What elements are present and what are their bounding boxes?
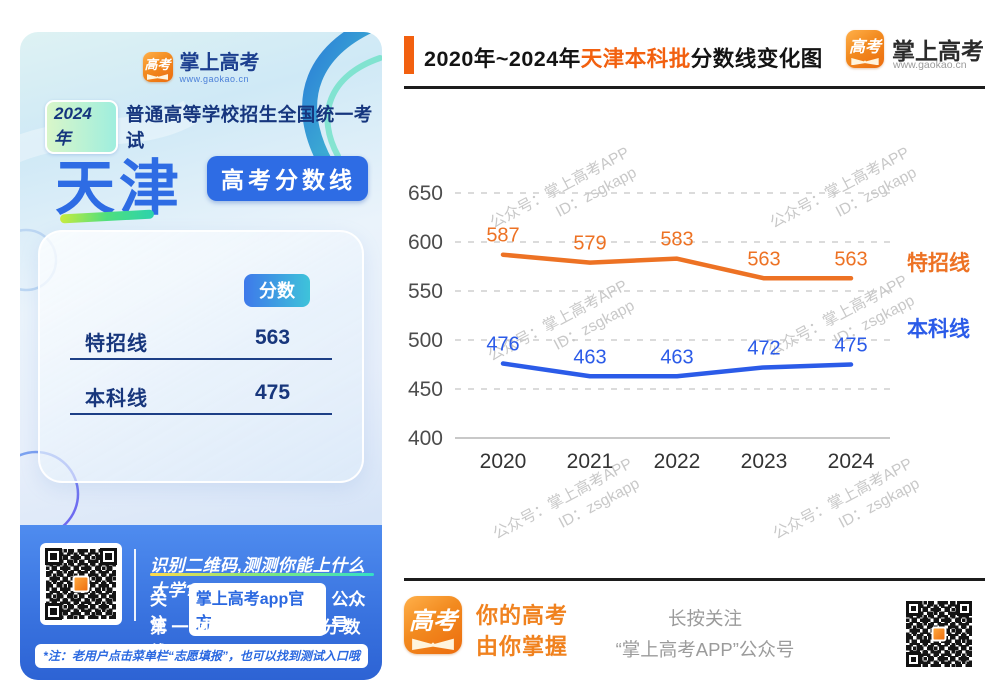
data-label: 463	[660, 346, 693, 368]
gaokao-icon-glyph: 高考	[409, 605, 457, 635]
footer-follow-line: 关注 掌上高考app官方 公众号	[150, 583, 382, 636]
gaokao-icon-glyph: 高考	[848, 37, 881, 57]
data-label: 579	[573, 233, 606, 255]
legend-特招线: 特招线	[907, 251, 970, 275]
brand-name: 掌上高考	[179, 52, 260, 74]
qr-finder	[906, 652, 921, 667]
footer-follow-text: 长按关注 “掌上高考APP”公众号	[560, 603, 850, 665]
score-header-badge: 分数	[244, 274, 310, 307]
exam-title: 普通高等学校招生全国统一考试	[125, 104, 373, 151]
title-accent-bar	[404, 36, 414, 74]
gaokao-app-icon: 高考	[846, 30, 884, 68]
x-tick-label: 2024	[828, 450, 875, 473]
year-badge: 2024年	[45, 100, 118, 154]
gaokao-app-icon: 高考	[142, 52, 173, 82]
qr-code	[40, 543, 122, 625]
qr-finder	[906, 601, 921, 616]
follow-line1: 长按关注	[667, 608, 742, 629]
header-divider	[404, 86, 985, 89]
y-tick-label: 500	[408, 329, 443, 352]
follow-line2: “掌上高考APP”公众号	[615, 639, 795, 660]
data-label: 463	[573, 346, 606, 368]
y-tick-label: 450	[408, 378, 443, 401]
footer-headline-underline	[150, 573, 374, 576]
chart-title: 2020年~2024年天津本科批分数线变化图	[424, 42, 823, 73]
data-label: 472	[747, 337, 780, 359]
brand-url: www.gaokao.cn	[179, 74, 250, 84]
slogan-line2: 由你掌握	[476, 634, 569, 659]
score-row-divider	[70, 358, 332, 360]
x-tick-label: 2023	[741, 450, 788, 473]
y-tick-label: 400	[408, 427, 443, 450]
qr-finder	[100, 548, 117, 565]
qr-center-logo	[931, 626, 947, 642]
qr-center-logo	[72, 575, 90, 593]
brand-url: www.gaokao.cn	[893, 59, 967, 71]
follow-suffix: 公众号	[331, 589, 366, 634]
chart-title-part2: 分数线变化图	[690, 47, 823, 71]
data-label: 476	[486, 334, 519, 356]
qr-code	[903, 598, 975, 670]
footer-vertical-divider	[134, 549, 136, 621]
data-label: 563	[834, 248, 867, 270]
data-label: 583	[660, 229, 693, 251]
series-line-特招线	[500, 252, 854, 281]
legend-本科线: 本科线	[907, 317, 970, 341]
footer-slogan: 你的高考 由你掌握	[476, 600, 568, 662]
score-row-value: 475	[255, 381, 291, 404]
data-label: 587	[486, 225, 519, 247]
score-row-value: 563	[255, 326, 291, 349]
qr-finder	[45, 603, 62, 620]
series-line-本科线	[500, 361, 854, 379]
poster-badge-row: 2024年 普通高等学校招生全国统一考试	[45, 100, 382, 154]
x-tick-label: 2020	[480, 450, 527, 473]
score-row-divider	[70, 413, 332, 415]
chart-title-part1: 2020年~2024年	[424, 47, 581, 71]
gaokao-icon-glyph: 高考	[144, 57, 171, 73]
official-account-badge: 掌上高考app官方	[188, 583, 327, 636]
slogan-line1: 你的高考	[476, 603, 569, 628]
poster-panel: 高考 掌上高考 www.gaokao.cn 2024年 普通高等学校招生全国统一…	[20, 32, 382, 680]
score-row-label: 本科线	[85, 388, 148, 410]
y-tick-label: 550	[408, 280, 443, 303]
gaokao-app-icon: 高考	[404, 596, 462, 654]
x-tick-label: 2022	[654, 450, 701, 473]
footer-note: *注：老用户点击菜单栏“志愿填报”，也可以找到测试入口哦	[35, 644, 368, 668]
score-line-badge: 高考分数线	[207, 156, 368, 201]
score-row-label: 特招线	[85, 333, 148, 355]
y-tick-label: 600	[408, 231, 443, 254]
footer-headline: 识别二维码,测测你能上什么大学?	[150, 556, 366, 600]
poster-footer-band: 识别二维码,测测你能上什么大学? 关注 掌上高考app官方 公众号 第一时间获取…	[20, 525, 382, 680]
footer-divider	[404, 578, 985, 581]
data-label: 563	[747, 248, 780, 270]
qr-finder	[45, 548, 62, 565]
score-card: 分数 特招线 563 本科线 475	[38, 230, 364, 483]
data-label: 475	[834, 335, 867, 357]
brand-name: 掌上高考	[892, 38, 984, 64]
x-tick-label: 2021	[567, 450, 614, 473]
poster-brand: 高考 掌上高考 www.gaokao.cn	[20, 52, 382, 84]
chart-title-highlight: 天津本科批	[580, 47, 691, 71]
y-tick-label: 650	[408, 182, 443, 205]
qr-finder	[957, 601, 972, 616]
poster-brand-text: 掌上高考 www.gaokao.cn	[180, 52, 260, 84]
follow-prefix: 关注	[150, 589, 167, 634]
